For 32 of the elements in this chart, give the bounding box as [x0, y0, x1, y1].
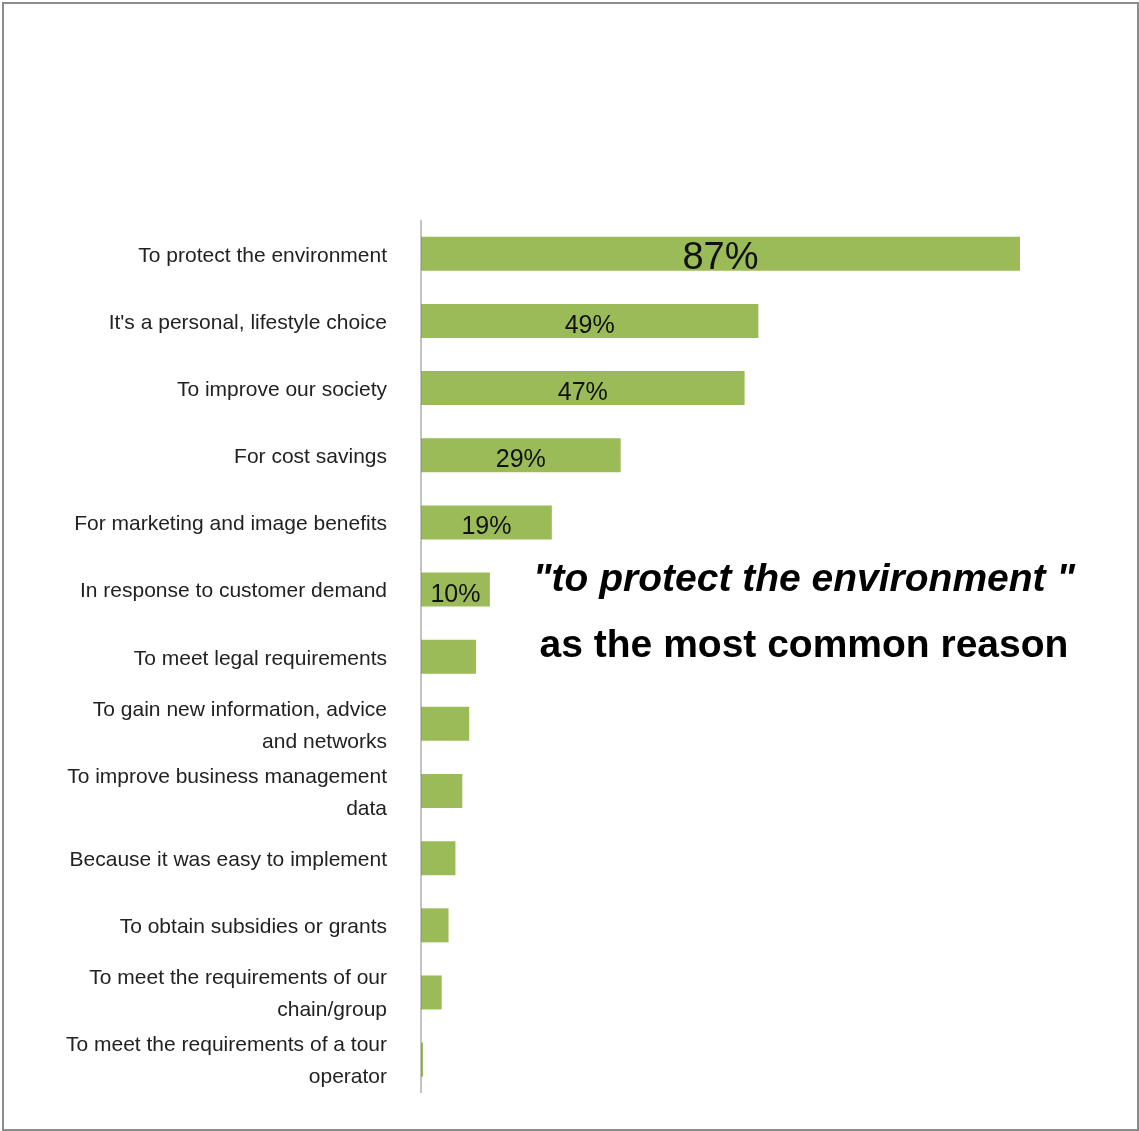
data-label: 87% — [682, 234, 759, 277]
bar — [421, 303, 759, 338]
data-label: 49% — [564, 309, 615, 338]
bar — [421, 371, 745, 406]
bar — [421, 908, 449, 943]
y-tick-label: In response to customer demand — [79, 577, 387, 601]
annotation: as the most common reason — [538, 622, 1070, 666]
bar — [421, 975, 442, 1010]
data-label: 10% — [430, 578, 481, 607]
data-label: 47% — [557, 377, 608, 406]
y-tick-label: To meet the requirements of our chain/group — [89, 964, 387, 1020]
data-label: 19% — [461, 511, 512, 540]
y-tick-label: To improve business management data — [67, 763, 388, 819]
y-tick-label: To protect the environment — [138, 242, 388, 266]
bar — [421, 505, 552, 540]
bar — [421, 438, 621, 473]
y-tick-label: To meet the requirements of a tour operator — [66, 1031, 388, 1087]
y-tick-label: To gain new information, advice and networks — [92, 696, 387, 752]
bar — [421, 639, 477, 674]
bar — [421, 706, 470, 741]
bar — [421, 236, 1020, 271]
bar — [421, 774, 463, 809]
bar — [421, 841, 456, 876]
y-tick-label: For cost savings — [234, 443, 387, 467]
data-label: 29% — [495, 444, 546, 473]
y-tick-label: It's a personal, lifestyle choice — [108, 309, 387, 333]
y-tick-label: To improve our society — [176, 376, 388, 400]
y-tick-label: Because it was easy to implement — [69, 846, 388, 870]
y-tick-label: For marketing and image benefits — [74, 510, 387, 534]
y-tick-label: To obtain subsidies or grants — [119, 913, 387, 937]
y-tick-label: To meet legal requirements — [133, 645, 387, 668]
annotation: "to protect the environment " — [533, 556, 1075, 599]
